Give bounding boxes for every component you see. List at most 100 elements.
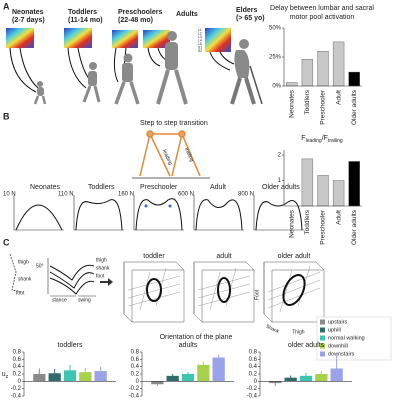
heatmaps-part [6, 28, 34, 48]
connections-part [9, 47, 37, 93]
legend-swatch [320, 327, 325, 333]
angle-curves-part [49, 271, 95, 289]
force-plots-part [195, 199, 243, 231]
panel-label: C [3, 237, 10, 247]
angle-curves-part [49, 264, 95, 281]
segment-label: S1 [198, 45, 202, 49]
chart-title: toddlers [58, 342, 83, 349]
chart-title: adults [179, 342, 198, 349]
group-label: (2-7 days) [12, 17, 45, 24]
y-tick-label: 0.4 [131, 364, 140, 370]
bar [269, 381, 282, 384]
y-tick-label: -0.4 [247, 394, 258, 400]
segment-labels: L1 L2 L3 L4 L5 S1 S2 [198, 28, 202, 53]
phase-label: swing [78, 297, 91, 303]
force-plots [13, 195, 304, 231]
force-scale: 110 N [58, 192, 74, 198]
cubes-part [282, 274, 306, 306]
curve-label: thigh [96, 257, 107, 263]
mechanism [132, 130, 210, 179]
cube-title: older adult [278, 253, 311, 260]
group-label: Neonates [12, 9, 44, 16]
y-tick-label: -0.2 [11, 386, 22, 392]
force-plot-title: Toddlers [88, 184, 115, 191]
bar [299, 375, 313, 382]
label-part: u [2, 371, 6, 378]
y-tick-label: 2 [278, 153, 282, 159]
bar [284, 377, 297, 382]
silhouettes-part [88, 71, 97, 86]
bar [317, 51, 329, 87]
force-scale: 600 N [178, 192, 194, 198]
chart-title: older adults [288, 342, 325, 349]
section-title: Orientation of the plane [160, 334, 233, 341]
cubes-part [123, 261, 185, 323]
bar [315, 374, 328, 382]
silhouettes-part [33, 95, 47, 105]
title-part: /F [322, 135, 328, 142]
stick-label: foot [16, 290, 25, 296]
panel-label: A [3, 1, 10, 11]
segment-label: L4 [198, 38, 202, 42]
angle-curves-part [49, 277, 95, 295]
mechanism-part [146, 130, 154, 138]
bar [301, 158, 314, 207]
force-plots-part [193, 195, 244, 231]
cubes-part [146, 278, 162, 302]
cubes [123, 261, 325, 323]
x-tick-label: Older adults [351, 89, 358, 125]
group-labels: Neonates (2-7 days) Toddlers (11-14 mo) … [12, 7, 265, 24]
x-tick-label: Adult [335, 210, 342, 225]
connections-part [209, 51, 231, 71]
bar [286, 82, 298, 87]
y-tick-label: 0.6 [13, 357, 22, 363]
bar [63, 370, 77, 382]
cubes-part [197, 267, 251, 311]
segment-label: L5 [198, 42, 202, 46]
group-label: (11-14 mo) [68, 17, 103, 24]
y-tick-label: 0.8 [131, 350, 140, 356]
legend-label: upstairs [328, 319, 348, 325]
silhouettes-part [249, 65, 263, 105]
bar [348, 71, 360, 87]
bar [79, 372, 92, 382]
silhouettes-part [165, 42, 178, 70]
y-tick-label: 0.4 [13, 364, 22, 370]
leg-label: trailing [183, 147, 195, 163]
curve-label: shank [96, 265, 110, 271]
y-tick-label: 0 [254, 379, 258, 385]
group-label: (> 65 yo) [236, 15, 265, 22]
silhouettes-part [239, 39, 249, 49]
chart-title: Fleading/Ftrailing [301, 135, 343, 144]
x-tick-label: Toddlers [304, 89, 311, 114]
connections-part [19, 47, 39, 89]
step-title: Step to step transition [140, 120, 208, 127]
stick-figure [9, 253, 23, 293]
chart-title: Delay between lumbar and sacral [270, 5, 374, 12]
stick-label: thigh [18, 259, 29, 265]
group-label: Preschoolers [118, 9, 162, 16]
force-scale: 160 N [118, 192, 134, 198]
y-tick-label: 0.2 [131, 372, 140, 378]
bar [151, 381, 164, 385]
title-part: F [301, 135, 305, 142]
y-tick-label: 0.8 [13, 350, 22, 356]
force-plots-part [168, 204, 172, 208]
y-tick-label: -0.2 [129, 386, 140, 392]
legend-swatch [320, 343, 325, 349]
leg-label: leading [161, 149, 173, 166]
group-label: Adults [176, 11, 198, 18]
y-tick-label: 0% [272, 84, 281, 90]
force-scale: 10 N [3, 192, 16, 198]
stick-figure-part [9, 253, 23, 293]
phase-label: stance [52, 297, 67, 303]
x-tick-label: Neonates [289, 209, 296, 238]
legend-label: downhill [328, 343, 348, 349]
force-plots-part [253, 195, 304, 231]
force-plots-part [144, 204, 148, 208]
legend-label: uphill [328, 327, 341, 333]
cubes-part [193, 261, 255, 323]
title-part: trailing [328, 138, 343, 144]
